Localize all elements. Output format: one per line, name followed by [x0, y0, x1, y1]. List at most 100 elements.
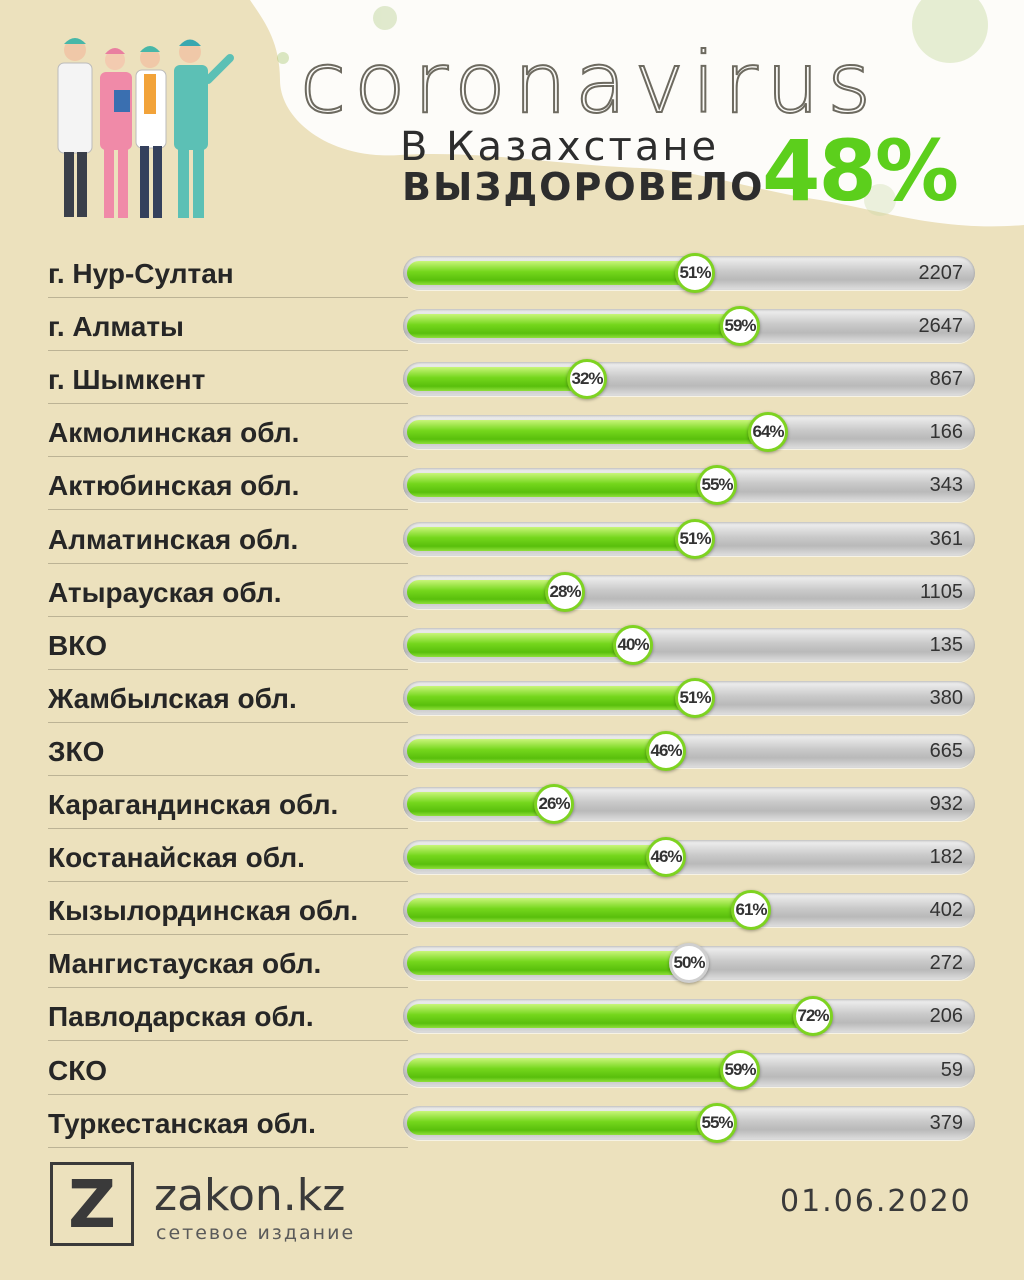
row-label: Атырауская обл.	[48, 577, 282, 608]
row-divider	[48, 509, 408, 510]
logo-subtitle: сетевое издание	[156, 1222, 356, 1244]
case-count: 379	[929, 1112, 963, 1134]
row-divider	[48, 616, 408, 617]
row-divider	[48, 828, 408, 829]
case-count: 343	[929, 474, 963, 496]
row-label: Костанайская обл.	[48, 842, 305, 873]
total-recovered-percent: 48%	[762, 122, 959, 220]
row-label: Павлодарская обл.	[48, 1001, 314, 1032]
case-count: 361	[929, 528, 963, 550]
percent-badge: 51%	[675, 678, 715, 718]
row-label: г. Шымкент	[48, 364, 206, 395]
row-divider	[48, 563, 408, 564]
row-label: Алматинская обл.	[48, 524, 299, 555]
percent-badge: 64%	[748, 412, 788, 452]
row-divider	[48, 1147, 408, 1148]
row-divider	[48, 881, 408, 882]
bar-track: 59	[403, 1053, 975, 1087]
bar-fill	[407, 261, 695, 285]
bar-fill	[407, 1111, 717, 1135]
percent-badge: 32%	[567, 359, 607, 399]
percent-badge: 46%	[646, 837, 686, 877]
bar-track: 1105	[403, 575, 975, 609]
report-date: 01.06.2020	[780, 1184, 972, 1219]
bar-fill	[407, 898, 751, 922]
row-divider	[48, 934, 408, 935]
percent-badge: 50%	[669, 943, 709, 983]
row-divider	[48, 1040, 408, 1041]
row-divider	[48, 1094, 408, 1095]
row-divider	[48, 669, 408, 670]
row-divider	[48, 456, 408, 457]
row-label: г. Нур-Султан	[48, 258, 234, 289]
zakon-logo-icon: Z	[50, 1162, 134, 1246]
bar-fill	[407, 686, 695, 710]
row-label: ЗКО	[48, 736, 105, 767]
bar-fill	[407, 845, 666, 869]
case-count: 206	[929, 1005, 963, 1027]
row-label: Мангистауская обл.	[48, 948, 322, 979]
bar-fill	[407, 580, 565, 604]
bar-fill	[407, 527, 695, 551]
row-label: Акмолинская обл.	[48, 417, 300, 448]
row-divider	[48, 350, 408, 351]
percent-badge: 40%	[613, 625, 653, 665]
percent-badge: 61%	[731, 890, 771, 930]
bar-track: 867	[403, 362, 975, 396]
percent-badge: 28%	[545, 572, 585, 612]
percent-badge: 72%	[793, 996, 833, 1036]
bar-track: 206	[403, 999, 975, 1033]
bar-track: 182	[403, 840, 975, 874]
bar-fill	[407, 1004, 813, 1028]
bar-fill	[407, 1058, 740, 1082]
row-divider	[48, 775, 408, 776]
bar-fill	[407, 420, 768, 444]
row-label: Жамбылская обл.	[48, 683, 297, 714]
case-count: 2207	[918, 262, 964, 284]
case-count: 402	[929, 899, 963, 921]
row-label: Кызылординская обл.	[48, 895, 359, 926]
subtitle-line1: В Казахстане	[400, 124, 720, 170]
percent-badge: 51%	[675, 519, 715, 559]
logo-name: zakon.kz	[154, 1170, 346, 1221]
bar-fill	[407, 473, 717, 497]
case-count: 2647	[918, 315, 964, 337]
case-count: 932	[929, 793, 963, 815]
bar-track: 2647	[403, 309, 975, 343]
case-count: 380	[929, 687, 963, 709]
case-count: 867	[929, 368, 963, 390]
bar-track: 166	[403, 415, 975, 449]
bar-fill	[407, 314, 740, 338]
bar-track: 343	[403, 468, 975, 502]
case-count: 1105	[919, 581, 963, 603]
case-count: 182	[929, 846, 963, 868]
bar-track: 665	[403, 734, 975, 768]
bar-track: 379	[403, 1106, 975, 1140]
percent-badge: 55%	[697, 465, 737, 505]
percent-badge: 55%	[697, 1103, 737, 1143]
case-count: 166	[929, 421, 963, 443]
row-label: Туркестанская обл.	[48, 1108, 316, 1139]
percent-badge: 59%	[720, 1050, 760, 1090]
page-title: coronavirus	[299, 34, 879, 132]
row-label: ВКО	[48, 630, 108, 661]
row-label: Карагандинская обл.	[48, 789, 339, 820]
bar-fill	[407, 367, 587, 391]
row-label: г. Алматы	[48, 311, 184, 342]
subtitle-line2: ВЫЗДОРОВЕЛО	[402, 165, 765, 209]
row-label: СКО	[48, 1055, 108, 1086]
bar-track: 932	[403, 787, 975, 821]
doctors-illustration	[57, 38, 234, 218]
bar-fill	[407, 633, 633, 657]
row-divider	[48, 987, 408, 988]
bar-fill	[407, 792, 554, 816]
case-count: 272	[929, 952, 963, 974]
case-count: 135	[929, 634, 963, 656]
virus-icon	[277, 0, 988, 216]
bar-track: 135	[403, 628, 975, 662]
row-divider	[48, 403, 408, 404]
bar-fill	[407, 951, 689, 975]
percent-badge: 26%	[534, 784, 574, 824]
